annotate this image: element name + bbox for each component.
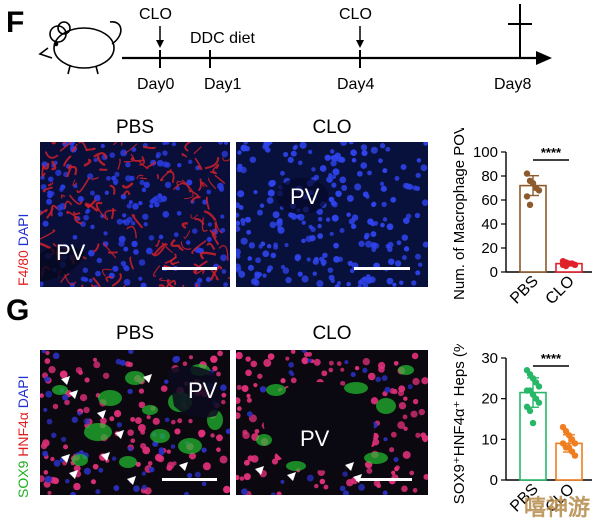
scale-bar-f-pbs	[162, 267, 217, 270]
y-tick-label: 60	[481, 192, 498, 209]
data-point	[529, 180, 537, 187]
chart-f: 0 20 40 60 80 100 Num. of Macrophage POV PBS CLO…	[451, 128, 592, 308]
stain-dapi-f: DAPI	[15, 213, 31, 247]
data-point	[523, 193, 531, 200]
pv-label-g-pbs: PV	[188, 378, 218, 403]
y-tick-label: 40	[481, 216, 498, 233]
significance-label: ****	[541, 145, 562, 160]
image-title-pbs-f: PBS	[115, 117, 155, 138]
scale-bar-f-clo	[354, 267, 410, 270]
timeline-event-ddc-diet: DDC diet	[190, 30, 255, 47]
timeline-day8: Day8	[494, 76, 532, 93]
timeline	[38, 4, 552, 75]
stain-hnf4a: HNF4α	[15, 412, 31, 457]
micrograph-f-pbs: PV	[40, 142, 230, 287]
y-tick-label: 10	[481, 431, 498, 448]
stain-dapi-g: DAPI	[15, 375, 31, 409]
data-point	[571, 261, 579, 268]
data-point	[535, 399, 543, 406]
image-title-clo-g: CLO	[312, 323, 352, 344]
micrograph-g-clo: PV	[236, 350, 428, 495]
stain-label-g: SOX9 HNF4α DAPI	[15, 375, 31, 498]
panel-letter-g: G	[6, 294, 30, 327]
image-title-clo-f: CLO	[312, 117, 352, 138]
stain-sox9: SOX9	[15, 460, 31, 498]
y-axis-label: SOX9⁺HNF4α⁺ Heps (%)	[451, 344, 468, 504]
micrograph-f-clo: PV	[236, 142, 428, 287]
timeline-day1: Day1	[204, 76, 242, 93]
panel-letter-f: F	[6, 6, 25, 39]
data-point	[571, 440, 579, 447]
timeline-day4: Day4	[337, 76, 375, 93]
scale-bar-g-pbs	[162, 478, 217, 481]
y-tick-label: 100	[473, 144, 498, 161]
y-tick-label: 80	[481, 168, 498, 185]
x-tick-label: CLO	[543, 273, 578, 308]
y-tick-label: 20	[481, 240, 498, 257]
data-point	[526, 201, 534, 208]
y-tick-label: 30	[481, 350, 498, 367]
timeline-day0: Day0	[137, 76, 175, 93]
significance-label: ****	[541, 351, 562, 366]
mouse-icon	[38, 21, 122, 75]
data-point	[526, 407, 534, 415]
data-point	[535, 383, 543, 390]
data-point	[535, 187, 543, 194]
timeline-event-clo-day4: CLO	[339, 6, 372, 23]
y-tick-label: 0	[490, 472, 498, 489]
data-point	[529, 419, 537, 427]
y-tick-label: 20	[481, 391, 498, 408]
pv-label-g-clo: PV	[300, 426, 330, 451]
data-point	[571, 452, 579, 459]
scale-bar-g-clo	[356, 478, 412, 481]
stain-label-f: F4/80 DAPI	[15, 213, 31, 286]
data-point	[523, 170, 531, 177]
y-axis-label: Num. of Macrophage POV	[451, 128, 468, 300]
data-point	[562, 262, 570, 270]
micrograph-g-pbs: PV	[40, 350, 230, 495]
image-title-pbs-g: PBS	[115, 323, 155, 344]
pv-label-f-pbs: PV	[56, 240, 86, 265]
y-tick-label: 0	[490, 264, 498, 281]
timeline-event-clo-day0: CLO	[139, 6, 172, 23]
watermark: 嘻神游	[523, 495, 590, 520]
stain-f4-80: F4/80	[15, 250, 31, 286]
x-tick-label: PBS	[507, 273, 542, 308]
bar-pbs	[519, 184, 547, 273]
pv-label-f-clo: PV	[290, 184, 320, 209]
